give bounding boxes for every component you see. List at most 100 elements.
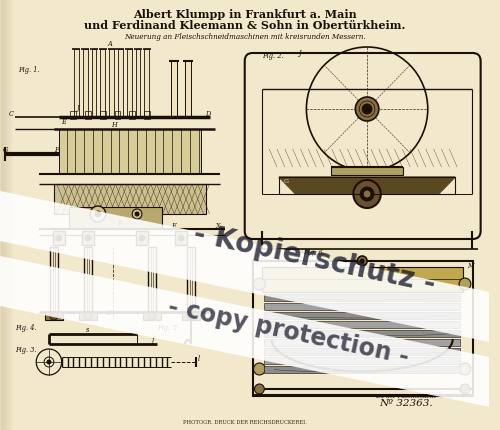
Bar (9, 0, 10, 430)
Circle shape (187, 312, 195, 320)
Text: Neuerung an Fleischschneidmaschinen mit kreisrunden Messern.: Neuerung an Fleischschneidmaschinen mit … (124, 33, 366, 41)
Bar (2, 0, 3, 430)
Bar (264, 357, 460, 364)
Text: P: P (118, 219, 122, 227)
Bar (5, 0, 6, 430)
Bar (54, 184, 206, 215)
Bar (144, 112, 150, 120)
Text: J: J (298, 49, 301, 57)
Bar (264, 330, 460, 337)
Circle shape (363, 190, 371, 199)
Bar (114, 112, 120, 120)
Circle shape (132, 209, 142, 219)
Text: D: D (206, 110, 211, 118)
Bar (7, 0, 8, 430)
Circle shape (85, 236, 91, 241)
Bar (1, 0, 2, 430)
Text: Zu der Patentschrift: Zu der Patentschrift (376, 393, 436, 398)
Text: - copy protection -: - copy protection - (166, 294, 412, 369)
Circle shape (254, 363, 266, 375)
Polygon shape (0, 190, 499, 344)
Circle shape (358, 256, 367, 266)
Circle shape (56, 236, 62, 241)
Text: E: E (60, 118, 66, 126)
Bar (264, 366, 460, 373)
Bar (84, 247, 92, 312)
Text: J: J (76, 104, 79, 112)
Text: A: A (108, 40, 112, 48)
Bar (109, 50, 114, 118)
Polygon shape (279, 178, 455, 194)
Bar (175, 231, 187, 246)
Text: PHOTOGR. DRUCK DER REICHSDRUCKEREI.: PHOTOGR. DRUCK DER REICHSDRUCKEREI. (183, 419, 306, 424)
Polygon shape (0, 255, 499, 409)
Circle shape (178, 236, 184, 241)
Circle shape (135, 212, 139, 216)
Bar (136, 231, 148, 246)
Bar (68, 208, 162, 230)
Bar (187, 247, 195, 312)
Bar (92, 50, 96, 118)
Bar (100, 50, 105, 118)
Text: Albert Klumpp in Frankfurt a. Main: Albert Klumpp in Frankfurt a. Main (133, 9, 356, 20)
Text: G: G (3, 146, 8, 154)
Bar (264, 339, 460, 346)
Bar (136, 50, 140, 118)
Bar (6, 0, 7, 430)
Bar (264, 321, 460, 328)
Circle shape (354, 181, 381, 209)
Bar (148, 247, 156, 312)
Bar (262, 267, 463, 292)
Text: l: l (198, 354, 200, 362)
Bar (118, 50, 123, 118)
Bar (85, 112, 91, 120)
Text: Nº 32363.: Nº 32363. (380, 398, 433, 407)
Text: s: s (86, 325, 90, 333)
Bar (82, 231, 94, 246)
Bar (80, 312, 97, 320)
Text: l: l (152, 337, 154, 345)
Text: Fig. 2.: Fig. 2. (262, 52, 284, 60)
Text: F: F (54, 146, 58, 154)
Bar (264, 303, 460, 310)
Bar (185, 62, 191, 117)
Text: M: M (467, 261, 473, 269)
Bar (45, 312, 62, 320)
Bar (3, 0, 4, 430)
Circle shape (90, 206, 106, 222)
Circle shape (254, 278, 266, 290)
Circle shape (362, 105, 372, 115)
Bar (144, 50, 150, 118)
Bar (127, 50, 132, 118)
Circle shape (50, 312, 58, 320)
Bar (10, 0, 11, 430)
Circle shape (95, 212, 101, 218)
Bar (264, 312, 460, 319)
Bar (82, 50, 87, 118)
Text: C: C (9, 110, 14, 118)
Bar (8, 0, 9, 430)
Text: G: G (284, 178, 289, 184)
Bar (11, 0, 12, 430)
Text: Fig. 3.: Fig. 3. (14, 345, 36, 353)
Bar (4, 0, 5, 430)
Bar (264, 294, 460, 301)
Text: und Ferdinand Kleemann & Sohn in Obertürkheim.: und Ferdinand Kleemann & Sohn in Obertür… (84, 20, 406, 31)
Bar (264, 348, 460, 355)
Bar (143, 312, 160, 320)
Text: B: B (106, 308, 110, 316)
Circle shape (459, 278, 471, 290)
Bar (74, 50, 79, 118)
Text: - Kopierschutz -: - Kopierschutz - (191, 219, 438, 298)
Circle shape (356, 98, 379, 122)
Circle shape (459, 363, 471, 375)
Bar (100, 112, 105, 120)
Circle shape (84, 312, 92, 320)
Bar (70, 112, 76, 120)
Circle shape (460, 384, 470, 394)
Circle shape (254, 384, 264, 394)
Text: Fig. 6.: Fig. 6. (304, 249, 325, 256)
Bar (182, 312, 200, 320)
Circle shape (148, 312, 156, 320)
Text: Fig. 1.: Fig. 1. (18, 66, 39, 74)
